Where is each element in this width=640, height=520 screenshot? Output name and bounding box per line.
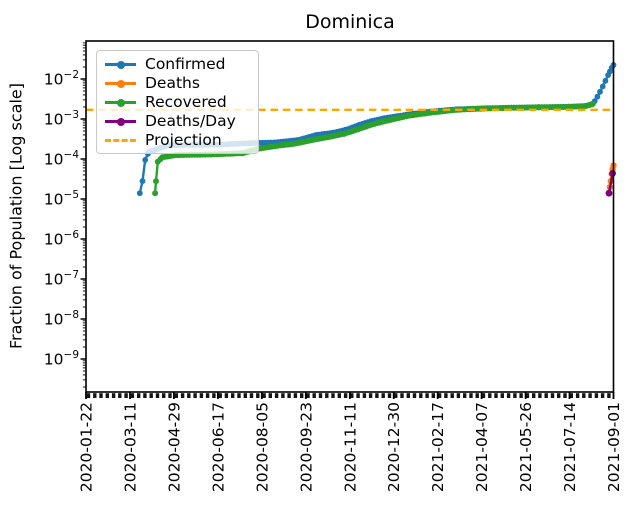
confirmed-line-icon — [105, 60, 136, 69]
series-deaths-day — [605, 169, 616, 197]
x-tick-label: 2020-01-22 — [78, 402, 96, 492]
recovered-line-icon — [105, 98, 136, 107]
legend-item-projection: Projection — [105, 131, 250, 150]
deaths-per-day-line-icon — [105, 117, 136, 126]
y-tick-label: 10−2 — [44, 69, 79, 89]
y-tick-label: 10−8 — [44, 309, 79, 329]
y-axis-label: Fraction of Population [Log scale] — [6, 83, 26, 349]
x-tick-label: 2020-12-30 — [385, 402, 403, 492]
legend: Confirmed Deaths Recovered Deaths/Day Pr… — [96, 50, 259, 154]
x-tick-label: 2020-06-17 — [209, 402, 227, 492]
projection-dashed-line-icon — [105, 136, 136, 145]
legend-label-recovered: Recovered — [145, 93, 227, 111]
x-tick-label: 2021-04-07 — [473, 402, 491, 492]
x-tick-label: 2021-09-01 — [605, 402, 623, 492]
y-tick-label: 10−6 — [44, 229, 80, 249]
legend-label-confirmed: Confirmed — [145, 55, 226, 73]
x-tick-labels: 2020-01-22 2020-03-11 2020-04-29 2020-06-17… — [78, 392, 623, 492]
y-tick-label: 10−9 — [44, 349, 79, 369]
x-tick-label: 2020-03-11 — [122, 402, 140, 492]
legend-label-deaths: Deaths — [145, 74, 200, 92]
y-tick-label: 10−7 — [44, 269, 79, 289]
y-tick-label: 10−4 — [44, 149, 80, 169]
x-tick-label: 2020-08-05 — [253, 402, 271, 492]
y-tick-label: 10−3 — [44, 109, 79, 129]
chart-title: Dominica — [305, 11, 395, 33]
legend-label-projection: Projection — [145, 131, 222, 149]
legend-item-deaths-per-day: Deaths/Day — [105, 112, 250, 131]
x-tick-label: 2021-05-26 — [517, 402, 535, 492]
x-tick-label: 2021-07-14 — [561, 402, 579, 492]
legend-item-recovered: Recovered — [105, 93, 250, 112]
x-tick-label: 2020-09-23 — [297, 402, 315, 492]
x-tick-label: 2020-11-11 — [341, 402, 359, 492]
x-axis-minor-tick-band — [86, 393, 611, 398]
x-tick-label: 2020-04-29 — [165, 402, 183, 492]
y-tick-label: 10−5 — [44, 189, 79, 209]
legend-item-deaths: Deaths — [105, 74, 250, 93]
deaths-line-icon — [105, 79, 136, 88]
legend-item-confirmed: Confirmed — [105, 55, 250, 74]
legend-label-deaths-per-day: Deaths/Day — [145, 112, 236, 130]
x-tick-label: 2021-02-17 — [429, 402, 447, 492]
